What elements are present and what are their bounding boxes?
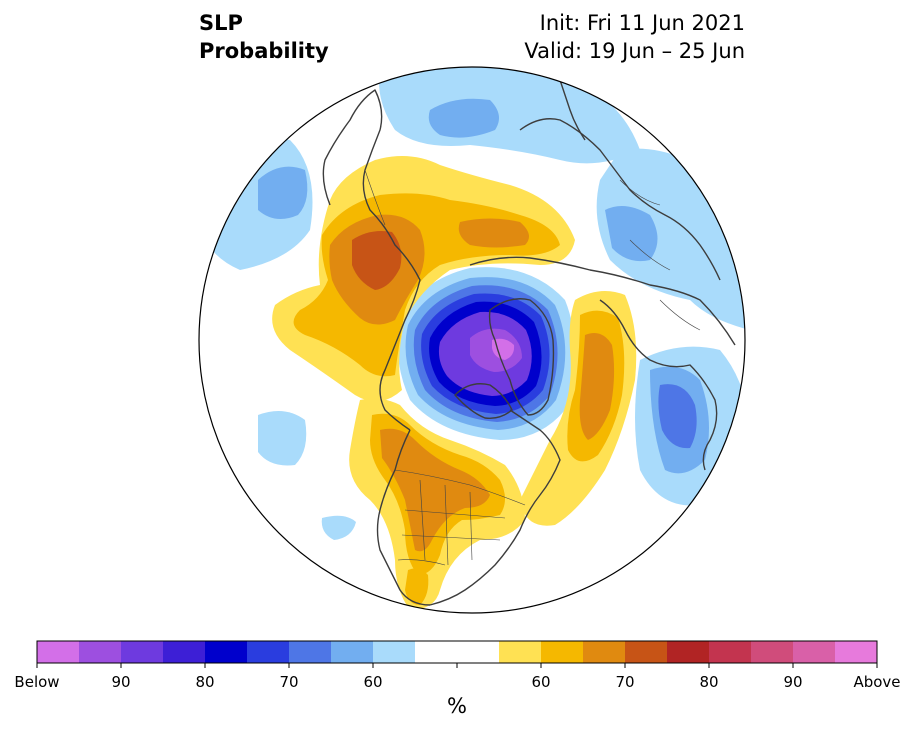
map-dates: Init: Fri 11 Jun 2021 Valid: 19 Jun – 25…	[524, 9, 745, 65]
border-alaska-canada	[364, 169, 386, 226]
coastlines	[322, 79, 736, 606]
colorbar-unit-label: %	[447, 694, 467, 718]
colorbar-swatch	[793, 641, 836, 663]
colorbar-swatch	[541, 641, 584, 663]
coastline-kamchatka	[559, 79, 586, 141]
colorbar-ticks	[36, 663, 878, 668]
border-eurasia-1	[629, 239, 671, 271]
blue-mid-north-pacific	[428, 98, 499, 138]
colorbar-swatch	[835, 641, 878, 663]
colorbar-swatch	[751, 641, 794, 663]
colorbar-swatch	[457, 641, 500, 663]
colorbar-tick-label: 90	[111, 673, 131, 691]
coastline-north-america-west	[376, 429, 431, 606]
coastline-greenland	[488, 298, 555, 416]
colorbar-swatch	[415, 641, 458, 663]
colorbar-tick-label: 80	[195, 673, 215, 691]
blue-region-north-pacific	[379, 67, 640, 164]
orchid-core	[492, 338, 515, 360]
border-canada-us	[394, 469, 526, 506]
colorbar-swatch	[625, 641, 668, 663]
init-date-label: Init: Fri 11 Jun 2021	[539, 11, 745, 35]
colorbar-tick-label: Below	[14, 673, 60, 691]
colorbar-swatches	[37, 641, 878, 663]
orange-region-atlantic	[579, 332, 615, 440]
border-us-states-2	[444, 484, 449, 566]
border-us-states-3	[469, 491, 473, 561]
colorbar-tick-label: 90	[783, 673, 803, 691]
coastline-north-america-east	[429, 409, 561, 606]
title-line-2: Probability	[199, 39, 329, 63]
coastline-siberia-east	[519, 118, 721, 281]
polar-map	[198, 66, 746, 614]
colorbar-swatch	[205, 641, 248, 663]
border-us-mexico	[397, 559, 446, 566]
title-line-1: SLP	[199, 11, 243, 35]
coastline-hudson-bay	[454, 383, 513, 420]
borders	[364, 169, 701, 566]
colorbar-swatch	[37, 641, 80, 663]
colorbar-swatch	[499, 641, 542, 663]
border-us-states-1	[419, 479, 426, 561]
coastline-europe	[599, 299, 718, 471]
colorbar-swatch	[79, 641, 122, 663]
valid-date-label: Valid: 19 Jun – 25 Jun	[524, 39, 745, 63]
orange-region-north-america	[380, 428, 490, 552]
colorbar	[36, 640, 878, 668]
blue-mid-pacific-west	[258, 166, 308, 219]
colorbar-tick-label: 60	[531, 673, 551, 691]
blue-region-east-pacific	[258, 411, 307, 466]
colorbar-swatch	[121, 641, 164, 663]
colorbar-tick-label: Above	[853, 673, 901, 691]
colorbar-swatch	[373, 641, 416, 663]
map-title: SLP Probability	[199, 9, 329, 65]
blue-strong-europe	[658, 384, 697, 449]
rust-region-canada	[352, 231, 402, 290]
border-eurasia-3	[619, 179, 661, 206]
colorbar-swatch	[709, 641, 752, 663]
colorbar-swatch	[163, 641, 206, 663]
colorbar-swatch	[289, 641, 332, 663]
orange-region-north	[458, 218, 529, 248]
gold-region-gulf	[405, 568, 429, 605]
probability-field	[199, 67, 745, 613]
border-us-states-4	[404, 509, 506, 519]
coastline-alaska	[322, 89, 421, 431]
colorbar-tick-label: 80	[699, 673, 719, 691]
blue-region-hawaii	[321, 515, 356, 540]
colorbar-tick-label: 70	[615, 673, 635, 691]
coastline-eurasia-north	[469, 256, 736, 346]
border-eurasia-2	[659, 299, 701, 331]
blue-mid-siberia	[605, 206, 658, 262]
colorbar-tick-label: 60	[363, 673, 383, 691]
colorbar-swatch	[667, 641, 710, 663]
border-us-states-5	[401, 534, 501, 541]
colorbar-swatch	[331, 641, 374, 663]
colorbar-swatch	[583, 641, 626, 663]
colorbar-swatch	[247, 641, 290, 663]
map-boundary	[198, 66, 746, 614]
colorbar-tick-label: 70	[279, 673, 299, 691]
